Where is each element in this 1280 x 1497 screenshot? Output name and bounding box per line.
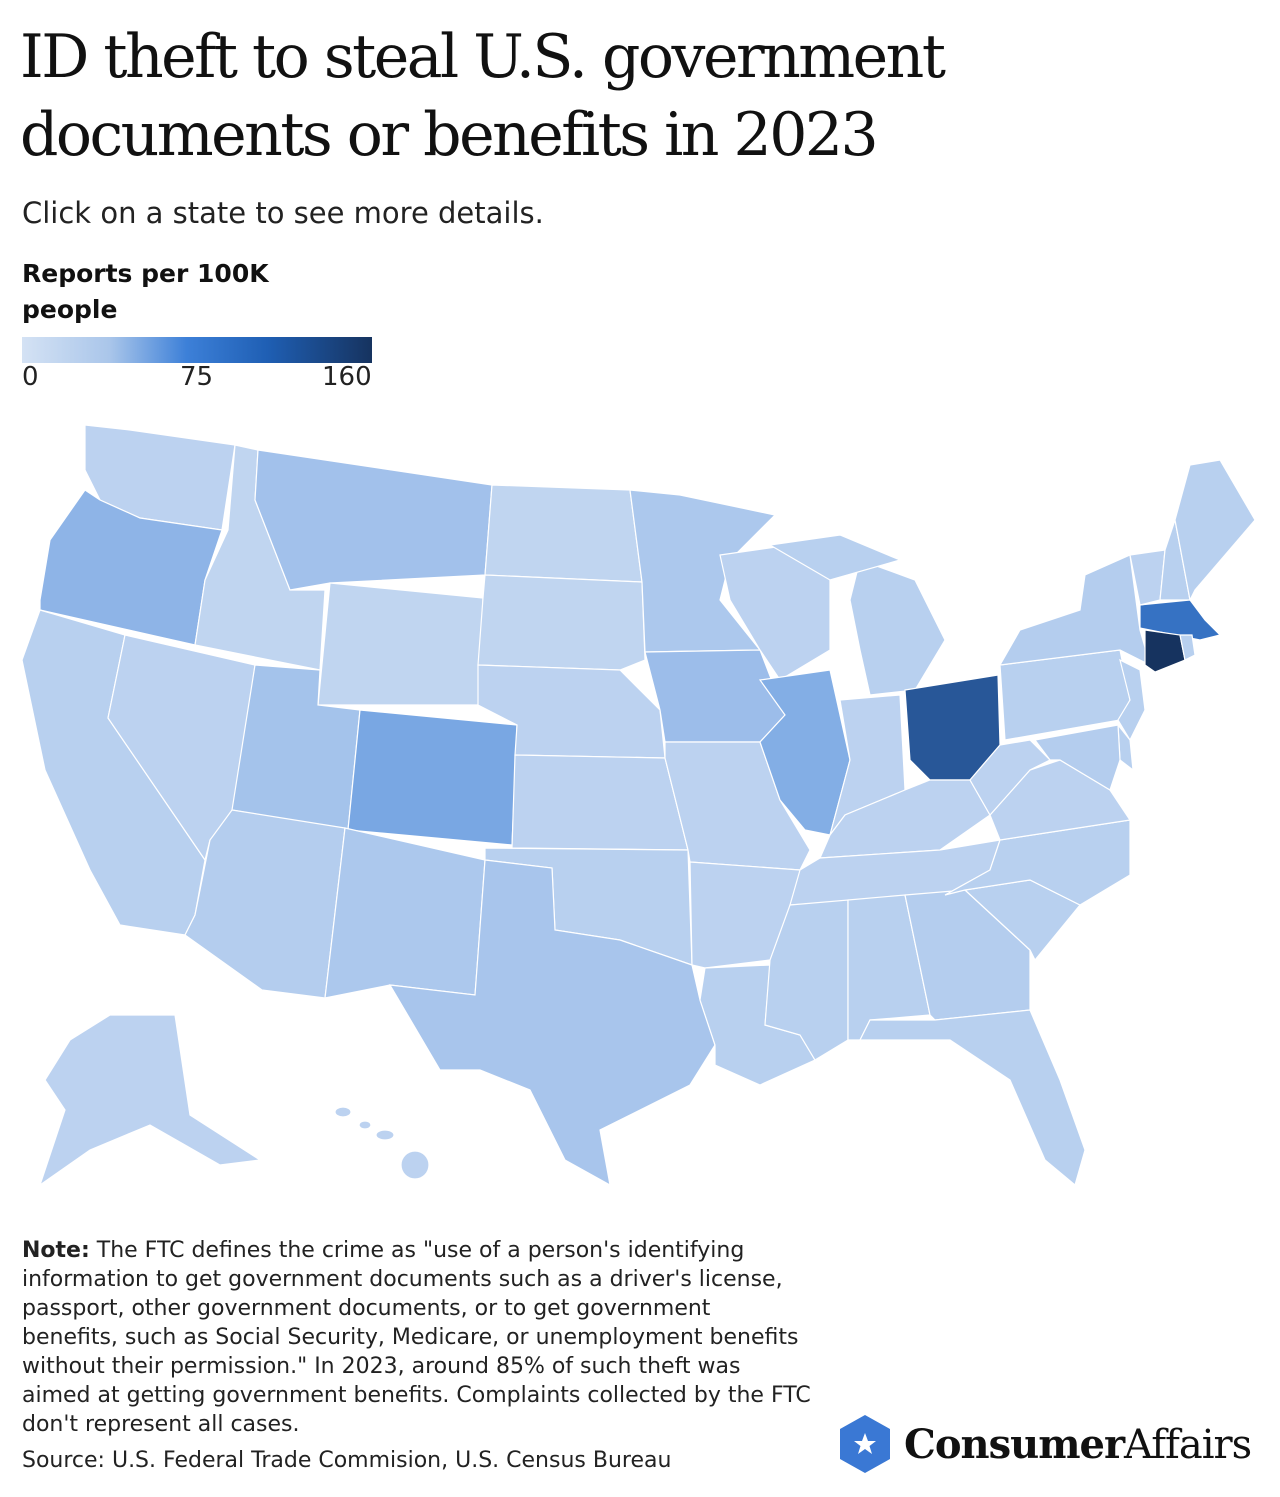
subtitle: Click on a state to see more details. <box>22 196 544 230</box>
source: Source: U.S. Federal Trade Commision, U.… <box>22 1448 672 1473</box>
legend-title: Reports per 100K people <box>22 259 269 324</box>
logo-regular: Affairs <box>1124 1421 1252 1468</box>
note: Note: The FTC defines the crime as "use … <box>22 1236 812 1439</box>
state-wy[interactable] <box>317 582 484 706</box>
state-hi[interactable] <box>375 1129 395 1141</box>
state-tx[interactable] <box>388 859 716 1187</box>
logo-bold: Consumer <box>904 1420 1125 1468</box>
legend-color-scale <box>22 337 372 363</box>
state-or[interactable] <box>39 489 223 646</box>
state-mi[interactable] <box>849 559 946 696</box>
logo-wordmark: ConsumerAffairs <box>904 1420 1252 1468</box>
state-il[interactable] <box>758 669 851 836</box>
state-nd[interactable] <box>484 484 643 583</box>
state-ia[interactable] <box>644 649 786 743</box>
state-ma[interactable] <box>1139 599 1222 641</box>
state-hi[interactable] <box>334 1106 352 1118</box>
state-hi[interactable] <box>358 1120 372 1130</box>
state-ri[interactable] <box>1179 634 1196 661</box>
legend-tick-160: 160 <box>322 362 372 392</box>
state-ak[interactable] <box>38 1014 262 1187</box>
logo-hexagon-star-icon <box>840 1415 890 1473</box>
legend-tick-0: 0 <box>22 362 39 392</box>
state-fl[interactable] <box>859 1009 1086 1187</box>
state-mt[interactable] <box>254 449 493 591</box>
state-sd[interactable] <box>477 574 646 671</box>
state-me[interactable] <box>1174 459 1256 602</box>
state-ny[interactable] <box>998 554 1151 667</box>
note-text: The FTC defines the crime as "use of a p… <box>22 1238 811 1437</box>
us-choropleth-map <box>21 424 1256 1187</box>
state-mn[interactable] <box>629 489 777 653</box>
page-title: ID theft to steal U.S. government docume… <box>20 22 946 170</box>
state-ks[interactable] <box>511 754 689 851</box>
state-md[interactable] <box>1033 724 1121 791</box>
legend-tick-75: 75 <box>180 362 214 392</box>
state-nm[interactable] <box>324 827 486 999</box>
state-nc[interactable] <box>944 819 1131 906</box>
state-hi[interactable] <box>400 1150 430 1180</box>
consumeraffairs-logo: ConsumerAffairs <box>838 1414 1252 1474</box>
state-mi[interactable] <box>768 534 902 581</box>
note-label: Note: <box>22 1238 90 1263</box>
state-ct[interactable] <box>1144 629 1186 673</box>
state-co[interactable] <box>347 709 518 846</box>
